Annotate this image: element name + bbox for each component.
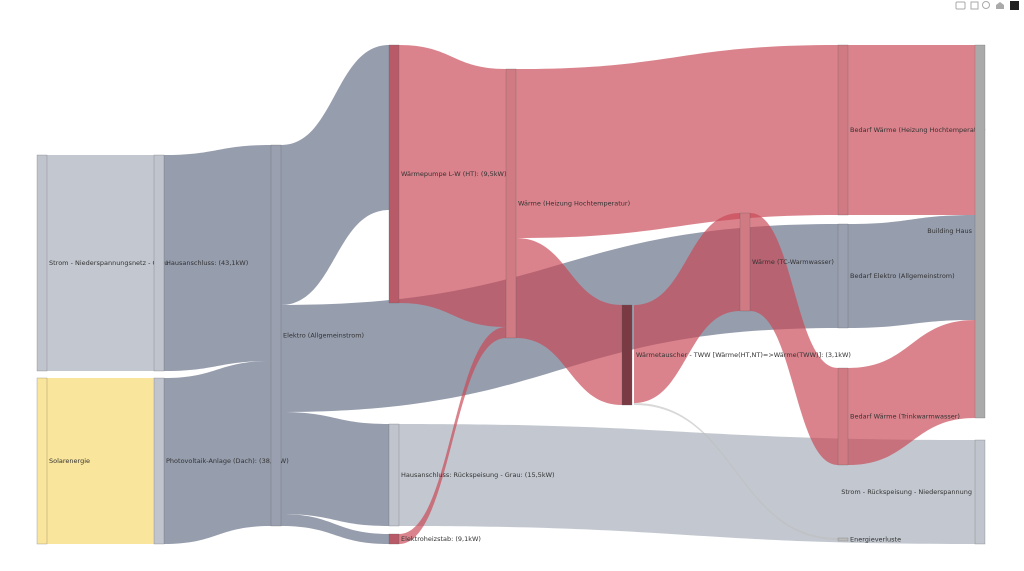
flow (164, 145, 271, 371)
node (837, 367, 849, 466)
node (837, 537, 849, 542)
camera-icon[interactable] (955, 1, 966, 10)
node (974, 44, 986, 419)
node (388, 44, 400, 304)
node-label: Strom - Niederspannungsnetz - Grau (49, 259, 168, 267)
node (153, 377, 165, 545)
flow (281, 412, 389, 526)
node-label: Wärmepumpe L-W (HT): (9,5kW) (401, 170, 507, 178)
flow (634, 213, 740, 403)
node-label: Bedarf Wärme (Heizung Hochtemperatur) (850, 126, 986, 134)
node-label: Hausanschluss: Rückspeisung - Grau: (15,… (401, 471, 555, 479)
node-label: Wärme (Heizung Hochtemperatur) (518, 200, 630, 208)
node (974, 439, 986, 545)
node-label: Wärme (TC-Warmwasser) (752, 258, 834, 266)
node (621, 304, 633, 406)
flow (516, 45, 838, 238)
node (837, 223, 849, 329)
logo-icon[interactable] (1010, 1, 1019, 10)
node-label: Bedarf Elektro (Allgemeinstrom) (850, 272, 955, 280)
flow (47, 378, 154, 544)
node (153, 154, 165, 372)
flow (750, 213, 838, 465)
node-label: Elektroheizstab: (9,1kW) (401, 535, 481, 543)
node-label: Solarenergie (49, 457, 90, 465)
node-label: Energieverluste (850, 536, 901, 544)
flow (47, 155, 154, 371)
flow (634, 403, 838, 540)
node (36, 377, 48, 545)
node-label: Bedarf Wärme (Trinkwarmwasser) (850, 413, 960, 421)
flow (281, 45, 389, 305)
node (388, 423, 400, 527)
flow (848, 320, 975, 465)
flow (399, 45, 506, 327)
node (36, 154, 48, 372)
node-label: Strom - Rückspeisung - Niederspannung (841, 488, 972, 496)
home-icon[interactable] (996, 2, 1004, 9)
toolbar (955, 1, 1019, 10)
node-label: Elektro (Allgemeinstrom) (283, 332, 364, 340)
flows (47, 45, 975, 544)
flow (164, 361, 271, 544)
flow (848, 215, 975, 328)
node-label: Building Haus (927, 227, 972, 235)
node (837, 44, 849, 216)
flow (848, 45, 975, 215)
node-label: Photovoltaik-Anlage (Dach): (38,9kW) (166, 457, 289, 465)
flow (516, 238, 622, 405)
nodes: Strom - Niederspannungsnetz - Grau Solare… (36, 44, 986, 545)
node-label: Hausanschluss: (43,1kW) (166, 259, 248, 267)
lasso-icon[interactable] (982, 1, 990, 9)
node (388, 533, 400, 545)
flow (281, 514, 389, 544)
flow (399, 327, 506, 544)
node (270, 144, 282, 527)
select-icon[interactable] (970, 1, 979, 10)
node-label: Wärmetauscher - TWW [Wärme(HT,NT)=>Wärme… (636, 351, 851, 359)
node (739, 212, 751, 312)
node (505, 68, 517, 339)
